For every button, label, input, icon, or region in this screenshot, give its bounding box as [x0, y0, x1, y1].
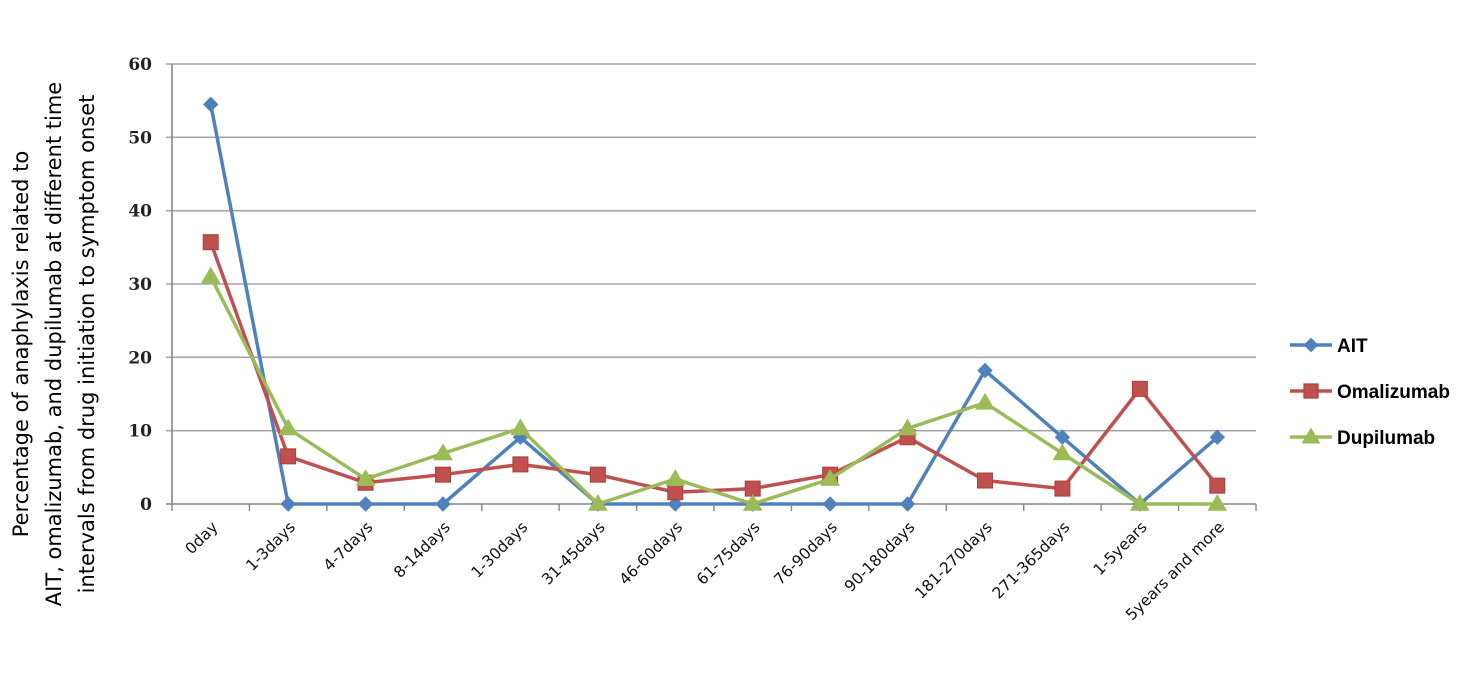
series-line	[209, 275, 1218, 506]
x-tick-label: 46-60days	[616, 518, 686, 588]
y-axis-label-line: AIT, omalizumab, and dupilumab at differ…	[42, 82, 66, 606]
triangle-marker-icon	[820, 469, 841, 486]
gridlines	[166, 63, 1256, 432]
y-tick-label: 0	[140, 495, 152, 515]
triangle-marker-icon	[897, 418, 918, 436]
x-tick-label: 8-14days	[390, 518, 453, 581]
square-marker-icon	[744, 480, 761, 497]
square-marker-icon	[977, 472, 993, 489]
axes	[166, 64, 1257, 511]
triangle-marker-icon	[1052, 443, 1073, 461]
triangle-marker-icon	[975, 392, 995, 410]
y-axis-ticks: 0 10 20 30 40 50 60	[128, 55, 152, 515]
diamond-marker-icon	[1209, 429, 1225, 445]
legend-item-omalizumab: Omalizumab	[1290, 382, 1450, 403]
legend-label: Dupilumab	[1337, 428, 1435, 449]
legend-label: Omalizumab	[1337, 382, 1450, 403]
diamond-marker-icon	[435, 496, 451, 512]
x-tick-label: 76-90days	[771, 518, 841, 588]
diamond-marker-icon	[977, 362, 993, 379]
square-marker-icon	[589, 466, 606, 483]
x-tick-label: 1-5years	[1090, 518, 1151, 579]
y-tick-label: 60	[128, 55, 152, 75]
square-marker-icon	[1054, 480, 1071, 497]
triangle-marker-icon	[510, 418, 531, 436]
square-marker-icon	[1303, 383, 1319, 399]
legend-item-dupilumab: Dupilumab	[1290, 427, 1435, 449]
triangle-marker-icon	[278, 418, 299, 436]
x-tick-label: 0day	[182, 518, 222, 558]
x-tick-label: 1-30days	[468, 518, 531, 581]
y-axis-label-line: intervals from drug initiation to sympto…	[75, 95, 99, 594]
triangle-marker-icon	[742, 494, 763, 511]
legend: AIT Omalizumab Dupilumab	[1290, 336, 1450, 449]
y-axis-label-line: Percentage of anaphylaxis related to	[9, 151, 33, 537]
square-marker-icon	[435, 466, 451, 483]
square-marker-icon	[512, 456, 529, 473]
square-marker-icon	[280, 448, 297, 465]
series-ait	[203, 96, 1225, 512]
x-axis-ticks: 0day 1-3days 4-7days 8-14days 1-30days 31-45d…	[182, 518, 1228, 624]
triangle-marker-icon	[1207, 494, 1228, 511]
square-marker-icon	[202, 234, 219, 251]
y-tick-label: 30	[128, 275, 152, 295]
square-marker-icon	[1131, 380, 1148, 397]
x-tick-label: 181-270days	[911, 518, 995, 602]
diamond-marker-icon	[203, 96, 219, 113]
diamond-marker-icon	[280, 496, 296, 512]
x-tick-label: 90-180days	[841, 518, 918, 595]
diamond-marker-icon	[1303, 337, 1319, 353]
diamond-marker-icon	[667, 496, 683, 512]
diamond-marker-icon	[822, 496, 838, 512]
triangle-marker-icon	[200, 266, 221, 284]
triangle-marker-icon	[587, 494, 608, 511]
triangle-marker-icon	[1129, 494, 1150, 511]
x-tick-label: 4-7days	[320, 518, 377, 575]
diamond-marker-icon	[899, 496, 916, 512]
data-series	[200, 96, 1228, 512]
y-tick-label: 20	[128, 348, 152, 368]
series-line	[208, 104, 1219, 506]
x-tick-label: 1-3days	[242, 518, 299, 575]
y-tick-label: 40	[128, 202, 152, 222]
legend-label: AIT	[1337, 336, 1368, 357]
square-marker-icon	[1209, 477, 1226, 494]
legend-item-ait: AIT	[1290, 336, 1368, 357]
y-axis-label: Percentage of anaphylaxis related to AIT,…	[9, 82, 99, 606]
series-dupilumab	[200, 266, 1228, 511]
x-tick-label: 31-45days	[538, 518, 608, 588]
x-tick-label: 271-365days	[989, 518, 1073, 602]
diamond-marker-icon	[357, 496, 374, 512]
square-marker-icon	[667, 484, 684, 501]
triangle-marker-icon	[665, 469, 686, 486]
triangle-marker-icon	[1301, 427, 1321, 444]
x-tick-label: 61-75days	[693, 518, 763, 588]
triangle-marker-icon	[355, 469, 376, 486]
y-tick-label: 50	[128, 128, 152, 148]
triangle-marker-icon	[433, 443, 453, 461]
y-tick-label: 10	[128, 422, 152, 442]
